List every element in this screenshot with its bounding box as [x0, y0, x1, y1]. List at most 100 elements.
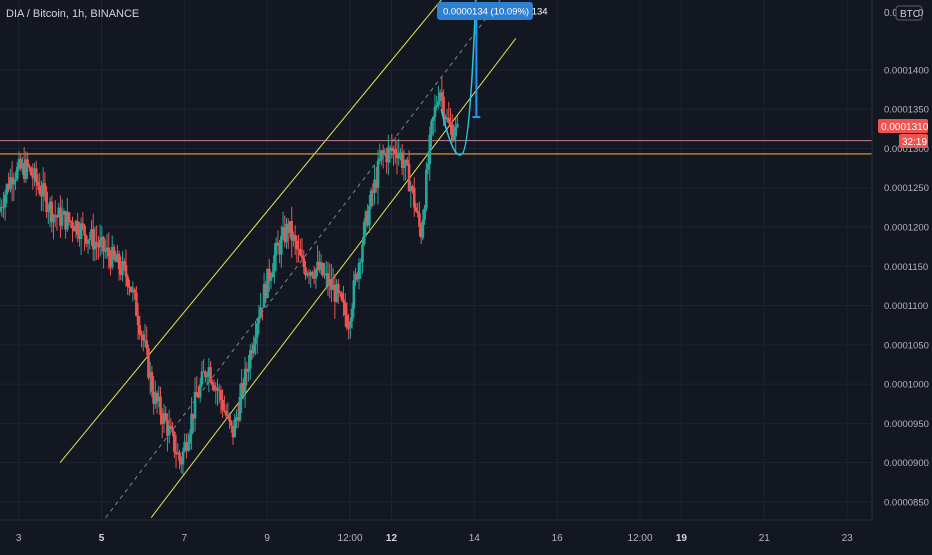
x-tick-label: 12: [386, 533, 398, 544]
candle-body: [200, 371, 204, 385]
candle-body: [312, 276, 316, 279]
candle-body: [28, 166, 31, 168]
candle-body: [152, 391, 155, 404]
candle-body: [243, 368, 247, 393]
time-axis[interactable]: 3 5 7 9 12:00 12 14 16 12:00 19 21 23: [0, 519, 872, 544]
candle-body: [406, 159, 409, 164]
candle-body: [388, 147, 392, 149]
candle-body: [323, 274, 326, 276]
x-tick-label: 9: [264, 533, 270, 544]
candle-body: [304, 267, 307, 276]
candle-body: [59, 207, 62, 226]
price-axis[interactable]: 0.00014000.00013500.00013000.00012500.00…: [871, 0, 932, 550]
candle-body: [400, 152, 404, 168]
horizontal-lines[interactable]: [0, 140, 872, 155]
candle-body: [430, 120, 433, 135]
candle-body: [423, 208, 426, 221]
last-price-tag[interactable]: 0.0001310 32:19: [878, 119, 929, 148]
candle-body: [0, 206, 4, 208]
projection-curve: [440, 0, 477, 156]
candle-body: [181, 451, 185, 465]
candle-body: [262, 284, 266, 308]
candle-body: [102, 237, 105, 252]
candle-body: [236, 416, 240, 421]
candle-body: [179, 460, 183, 465]
chart-title: DIA / Bitcoin, 1h, BINANCE: [6, 8, 140, 20]
candle-body: [219, 390, 223, 400]
candle-body: [271, 271, 275, 278]
candle-body: [307, 273, 311, 276]
projection-path[interactable]: [440, 0, 481, 156]
measure-label[interactable]: 0.0000134 (10.09%) 134: [437, 2, 548, 20]
candle-body: [435, 104, 438, 107]
currency-badge-box[interactable]: [895, 5, 923, 21]
candle-body: [261, 307, 264, 309]
last-price-tag-box[interactable]: [878, 119, 928, 133]
candle-body: [319, 263, 323, 271]
candle-body: [157, 396, 161, 402]
candle-body: [440, 92, 444, 97]
currency-badge[interactable]: BTC: [895, 5, 923, 21]
x-tick-label: 23: [842, 533, 854, 544]
candle-body: [283, 227, 287, 243]
candle-body: [33, 168, 36, 179]
x-tick-label: 7: [182, 533, 188, 544]
y-axis-partial-tail: 0: [918, 8, 924, 19]
candle-body: [376, 160, 380, 188]
candle-body: [162, 413, 166, 424]
candle-body: [97, 244, 100, 248]
candle-body: [95, 242, 98, 245]
candle-body: [140, 334, 143, 336]
candle-body: [135, 292, 138, 316]
candle-body: [387, 148, 390, 163]
candle-body: [169, 425, 173, 428]
candle-body: [141, 334, 145, 341]
candle-body: [452, 136, 456, 141]
candle-body: [148, 372, 152, 378]
candle-body: [378, 159, 382, 161]
candle-body: [231, 425, 235, 438]
candle-body: [316, 261, 319, 270]
candle-body: [364, 211, 368, 223]
candle-body: [281, 227, 285, 236]
candle-body: [192, 413, 195, 419]
candle-body: [266, 268, 269, 299]
candle-body: [355, 273, 359, 280]
candle-body: [74, 221, 78, 232]
candle-body: [369, 190, 373, 206]
candle-body: [276, 242, 280, 246]
candle-body: [286, 223, 290, 233]
candle-body: [414, 207, 418, 212]
candle-body: [223, 410, 226, 412]
y-tick-label: 0.0001350: [884, 105, 929, 116]
candle-body: [374, 179, 378, 188]
candle-body: [361, 244, 364, 263]
candle-body: [383, 153, 387, 155]
candle-body: [128, 286, 131, 288]
candle-body: [421, 220, 425, 238]
candle-body: [60, 214, 64, 226]
candle-body: [133, 289, 136, 293]
candles: [0, 76, 459, 475]
candle-body: [34, 168, 38, 182]
candle-body: [335, 283, 338, 302]
candle-body: [204, 372, 207, 378]
candle-body: [425, 169, 428, 209]
candle-body: [195, 392, 199, 397]
candle-body: [7, 184, 10, 190]
candle-body: [83, 225, 86, 236]
candle-body: [110, 246, 114, 268]
candle-body: [2, 207, 5, 209]
x-tick-label: 14: [469, 533, 481, 544]
measure-label-box[interactable]: [437, 2, 533, 20]
candle-body: [311, 271, 314, 277]
candle-body: [71, 221, 74, 229]
candle-body: [100, 237, 104, 241]
candle-body: [397, 152, 401, 159]
candle-body: [147, 348, 150, 378]
candle-body: [248, 350, 252, 369]
candle-body: [373, 179, 376, 193]
countdown-tag-box[interactable]: [899, 134, 928, 148]
